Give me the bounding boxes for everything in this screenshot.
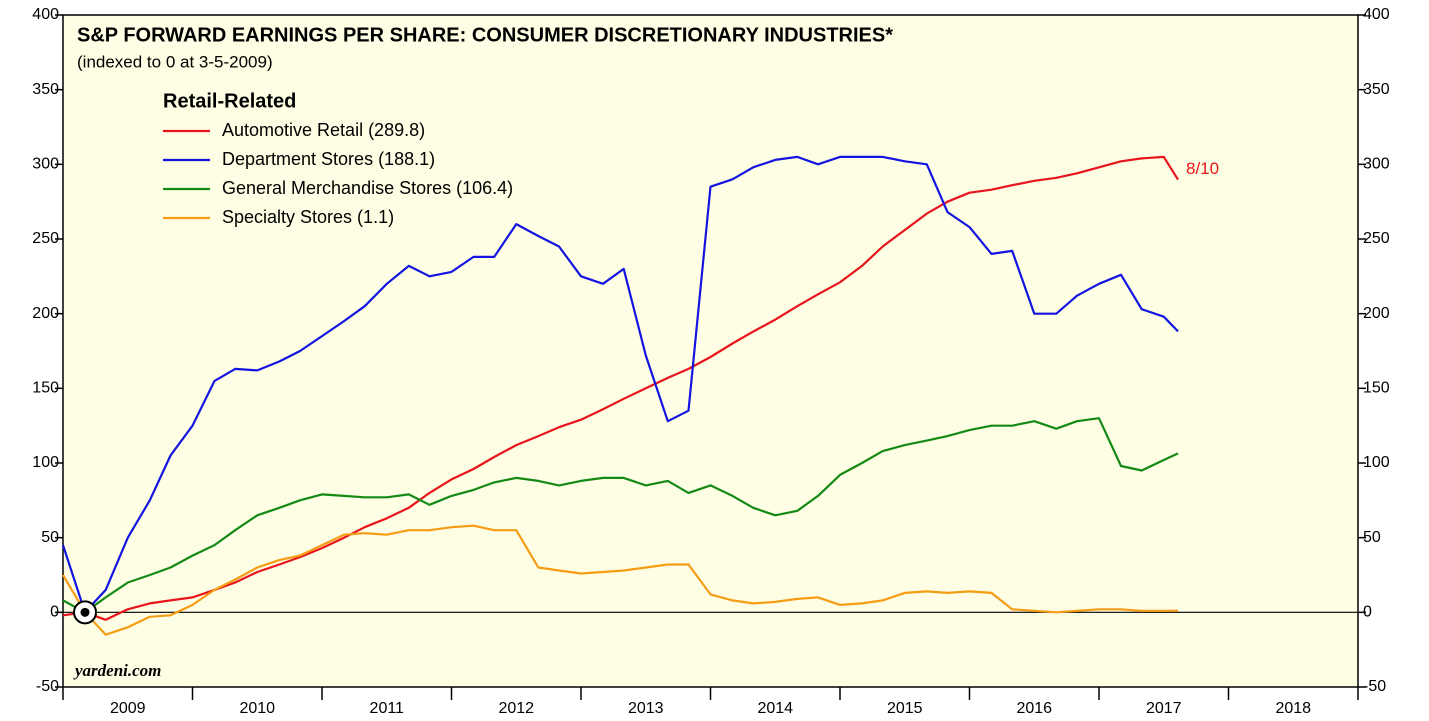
legend-label: Department Stores (188.1) [222,149,435,169]
legend-label: Specialty Stores (1.1) [222,207,394,227]
y2-tick-label: 200 [1363,305,1390,322]
y2-tick-label: 250 [1363,230,1390,247]
x-tick-label: 2017 [1146,700,1182,717]
x-tick-label: 2014 [757,700,793,717]
legend-title: Retail-Related [163,90,296,112]
annotation: 8/10 [1186,159,1219,178]
base-point-dot [80,607,90,617]
y2-tick-label: 100 [1363,454,1390,471]
x-tick-label: 2012 [498,700,534,717]
legend-label: General Merchandise Stores (106.4) [222,178,513,198]
y2-tick-label: 150 [1363,380,1390,397]
y2-tick-label: 350 [1363,81,1390,98]
y2-tick-label: 300 [1363,156,1390,173]
series-line [61,155,1179,614]
x-tick-label: 2016 [1016,700,1052,717]
x-tick-label: 2015 [887,700,923,717]
series-line [62,155,1179,621]
y-tick-label: 400 [32,6,59,23]
y2-tick-label: -50 [1363,678,1386,695]
x-tick-label: 2009 [110,700,146,717]
x-tick-label: 2010 [239,700,275,717]
y-tick-label: 250 [32,230,59,247]
x-tick-label: 2013 [628,700,664,717]
chart-title: S&P FORWARD EARNINGS PER SHARE: CONSUMER… [77,24,893,46]
y-tick-label: 200 [32,305,59,322]
y2-tick-label: 50 [1363,529,1381,546]
legend-label: Automotive Retail (289.8) [222,120,425,140]
y-tick-label: 150 [32,380,59,397]
source: yardeni.com [73,661,161,680]
y2-tick-label: 0 [1363,604,1372,621]
y-tick-label: 300 [32,156,59,173]
x-tick-label: 2011 [370,700,405,717]
series-line [62,417,1179,614]
x-tick-label: 2018 [1275,700,1311,717]
chart-subtitle: (indexed to 0 at 3-5-2009) [77,52,273,71]
y2-tick-label: 400 [1363,6,1390,23]
plot-area [62,14,1359,688]
y-tick-label: 0 [50,604,59,621]
series-line [62,524,1179,636]
y-tick-label: -50 [36,678,59,695]
y-tick-label: 100 [32,454,59,471]
y-tick-label: 50 [41,529,59,546]
y-tick-label: 350 [32,81,59,98]
